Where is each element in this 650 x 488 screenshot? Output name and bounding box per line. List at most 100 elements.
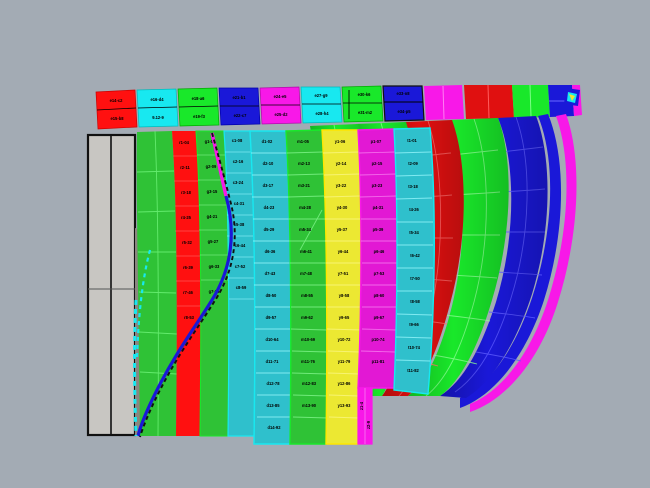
corner-node-marker[interactable]	[564, 88, 580, 106]
svg-text:p1-07: p1-07	[371, 139, 382, 144]
column-label-group: t1-01 t2-09 t3-18 t4-26 t5-34 t6-42 t7-5…	[407, 138, 420, 373]
svg-text:m5-34: m5-34	[299, 227, 312, 232]
magenta-edge-curve	[210, 132, 228, 197]
svg-text:r4-25: r4-25	[181, 215, 192, 220]
svg-text:p6-46: p6-46	[374, 249, 385, 254]
svg-text:g6-33: g6-33	[209, 264, 220, 269]
svg-text:p10-74: p10-74	[372, 337, 386, 342]
svg-text:c7-52: c7-52	[235, 264, 246, 269]
svg-text:y10-72: y10-72	[338, 337, 351, 342]
top-block-label: e19-f3	[193, 114, 206, 119]
svg-text:c8-59: c8-59	[236, 285, 247, 290]
mesh-column-cyan-first[interactable]: c1-08 c2-16 c3-24 c4-31 c5-38 c6-44 c7-5…	[223, 130, 256, 437]
top-block-label: e33-n8	[397, 91, 411, 96]
svg-text:y12-86: y12-86	[338, 381, 351, 386]
svg-text:t3-18: t3-18	[408, 184, 418, 189]
top-block-label: e15-b8	[111, 116, 125, 121]
svg-text:t7-50: t7-50	[410, 276, 420, 281]
svg-text:d8-50: d8-50	[266, 293, 277, 298]
svg-text:g5-27: g5-27	[208, 239, 219, 244]
svg-text:m12-83: m12-83	[302, 381, 317, 386]
svg-text:y11-79: y11-79	[338, 359, 351, 364]
svg-text:d13-85: d13-85	[267, 403, 281, 408]
svg-text:d11-71: d11-71	[266, 359, 279, 364]
svg-text:z1-4: z1-4	[359, 401, 364, 410]
svg-text:m10-69: m10-69	[301, 337, 316, 342]
svg-text:r5-32: r5-32	[182, 240, 193, 245]
svg-text:t1-01: t1-01	[407, 138, 417, 143]
svg-text:t10-74: t10-74	[408, 345, 421, 350]
mesh-column-cyan-second[interactable]: d1-02 d2-10 d3-17 d4-23 d5-29 d6-36 d7-4…	[249, 130, 293, 445]
svg-text:y5-37: y5-37	[337, 227, 348, 232]
column-label-group: p1-07 p2-15 p3-23 p4-31 p5-39 p6-46 p7-5…	[371, 139, 386, 364]
lower-magenta-tab[interactable]: z1-4 z2-9	[357, 387, 373, 445]
svg-text:c3-24: c3-24	[233, 180, 244, 185]
tertiary-deflection-curve	[133, 299, 138, 437]
svg-text:y4-30: y4-30	[337, 205, 348, 210]
svg-text:d10-64: d10-64	[266, 337, 280, 342]
svg-text:m13-90: m13-90	[302, 403, 317, 408]
svg-text:d7-43: d7-43	[265, 271, 276, 276]
mesh-column-cyan-third[interactable]: t1-01 t2-09 t3-18 t4-26 t5-34 t6-42 t7-5…	[393, 127, 435, 395]
svg-text:r3-18: r3-18	[181, 190, 192, 195]
svg-text:d5-29: d5-29	[264, 227, 275, 232]
svg-text:c4-31: c4-31	[234, 201, 245, 206]
svg-text:t6-42: t6-42	[410, 253, 420, 258]
top-block-label: e18-a6	[192, 96, 205, 101]
top-block-label: e25-d2	[275, 112, 289, 117]
top-block-label: e31-m2	[358, 110, 373, 115]
svg-text:d2-10: d2-10	[263, 161, 274, 166]
svg-text:d6-36: d6-36	[265, 249, 276, 254]
svg-text:d14-92: d14-92	[268, 425, 282, 430]
top-block-label: e24-e5	[274, 94, 287, 99]
svg-text:y8-58: y8-58	[339, 293, 350, 298]
column-label-group: g1-03 g2-09 g3-15 g4-21 g5-27 g6-33 g7-3…	[205, 139, 220, 294]
svg-text:y3-22: y3-22	[336, 183, 347, 188]
svg-text:c2-16: c2-16	[233, 159, 244, 164]
mesh-column-yellow[interactable]: y1-06 y2-14 y3-22 y4-30 y5-37 y6-44 y7-5…	[321, 129, 362, 445]
svg-text:z2-9: z2-9	[366, 420, 371, 429]
top-block-label: e16-d4	[151, 97, 165, 102]
svg-text:c1-08: c1-08	[232, 138, 243, 143]
column-label-group: c1-08 c2-16 c3-24 c4-31 c5-38 c6-44 c7-5…	[232, 138, 247, 290]
top-block-label: e30-k6	[358, 92, 371, 97]
svg-text:d1-02: d1-02	[262, 139, 273, 144]
column-label-group: m1-05 m2-13 m3-21 m4-28 m5-34 m6-41 m7-4…	[297, 139, 317, 408]
svg-text:r8-53: r8-53	[184, 315, 195, 320]
svg-text:r1-04: r1-04	[179, 140, 190, 145]
svg-text:m1-05: m1-05	[297, 139, 310, 144]
svg-text:p9-67: p9-67	[374, 315, 385, 320]
svg-text:p11-81: p11-81	[372, 359, 385, 364]
svg-text:p4-31: p4-31	[373, 205, 384, 210]
structural-support-panel[interactable]	[86, 133, 137, 437]
svg-text:m8-55: m8-55	[301, 293, 314, 298]
top-block-label: e22-c7	[234, 113, 247, 118]
svg-text:y13-93: y13-93	[338, 403, 351, 408]
svg-text:m11-76: m11-76	[301, 359, 316, 364]
top-block: e16-d4 9.12-9	[136, 88, 179, 128]
top-block-label: 9.12-9	[152, 115, 164, 120]
svg-text:p2-15: p2-15	[372, 161, 383, 166]
mesh-column-red[interactable]: r1-04 r2-11 r3-18 r4-25 r5-32 r6-39 r7-4…	[172, 131, 201, 436]
svg-text:c5-38: c5-38	[234, 222, 245, 227]
top-block-label: e28-h4	[316, 111, 330, 116]
mesh-column-green-mid[interactable]: m1-05 m2-13 m3-21 m4-28 m5-34 m6-41 m7-4…	[285, 129, 330, 445]
top-block-label: e34-p5	[398, 109, 412, 114]
svg-text:r2-11: r2-11	[180, 165, 190, 170]
top-block: e33-n8 e34-p5	[382, 85, 425, 122]
svg-text:p7-53: p7-53	[374, 271, 385, 276]
primary-deflection-curve	[139, 132, 236, 438]
top-block-label: e14-c2	[110, 98, 123, 103]
svg-text:g1-03: g1-03	[205, 139, 216, 144]
outer-boundary-band	[470, 114, 577, 412]
mesh-column-magenta[interactable]: p1-07 p2-15 p3-23 p4-31 p5-39 p6-46 p7-5…	[357, 128, 398, 389]
svg-text:t2-09: t2-09	[408, 161, 418, 166]
top-block: e27-g9 e28-h4	[300, 86, 343, 124]
svg-text:m3-21: m3-21	[298, 183, 311, 188]
top-edge-element-row[interactable]: e14-c2 e15-b8 e16-d4 9.12-9 e18-a6 e19-f…	[95, 84, 582, 130]
top-block: e30-k6 e31-m2	[341, 85, 384, 123]
secondary-deflection-curve	[136, 195, 233, 437]
svg-text:t4-26: t4-26	[409, 207, 419, 212]
